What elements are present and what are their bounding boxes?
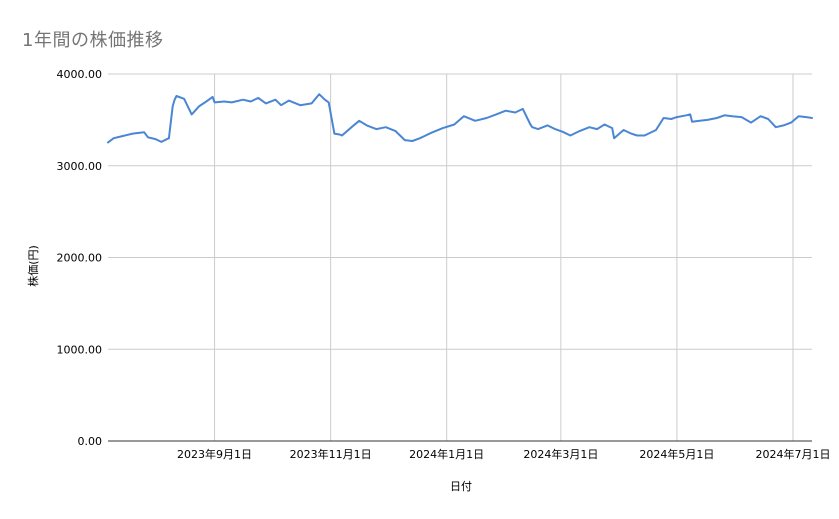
chart-title: 1年間の株価推移: [22, 30, 164, 51]
y-tick-label: 3000.00: [57, 160, 103, 173]
y-axis-title: 株価(円): [26, 245, 40, 287]
y-axis-ticks: 0.00 1000.00 2000.00 3000.00 4000.00: [57, 68, 103, 448]
x-tick-label: 2024年1月1日: [409, 447, 484, 461]
x-tick-label: 2023年9月1日: [177, 447, 252, 461]
plot-area: [107, 93, 813, 144]
y-tick-label: 0.00: [78, 435, 103, 448]
y-tick-label: 2000.00: [57, 252, 103, 265]
y-tick-label: 1000.00: [57, 343, 103, 356]
x-tick-label: 2024年3月1日: [523, 447, 598, 461]
x-axis-ticks: 2023年9月1日 2023年11月1日 2024年1月1日 2024年3月1日 202…: [177, 447, 830, 461]
gridlines: [108, 73, 812, 441]
x-tick-label: 2024年7月1日: [755, 447, 830, 461]
y-tick-label: 4000.00: [57, 68, 103, 81]
x-tick-label: 2023年11月1日: [290, 447, 372, 461]
series-line: [107, 93, 813, 144]
x-axis-title: 日付: [450, 480, 472, 493]
x-tick-label: 2024年5月1日: [639, 447, 714, 461]
